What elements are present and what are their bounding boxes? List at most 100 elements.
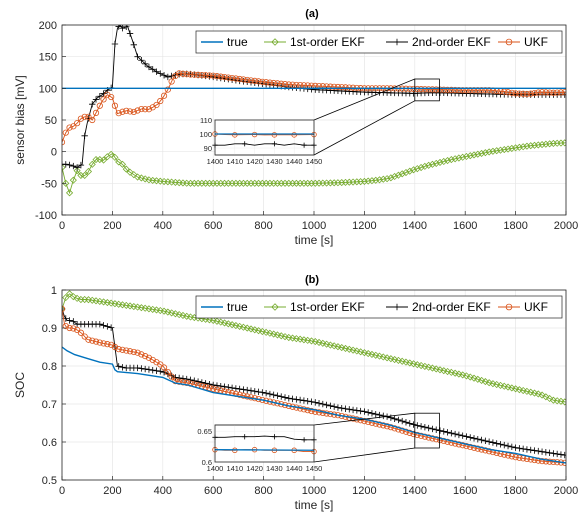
data-point [77, 329, 85, 336]
data-point [187, 71, 194, 78]
zoom-connector [313, 412, 415, 426]
data-point [236, 391, 243, 398]
data-point [372, 410, 379, 418]
data-point [372, 420, 379, 427]
data-point [285, 81, 292, 88]
data-point [448, 429, 455, 437]
x-tick-label: 400 [154, 485, 172, 497]
data-point [168, 72, 175, 80]
data-point [368, 177, 376, 185]
data-point [554, 89, 561, 96]
data-point [364, 177, 372, 185]
data-point [364, 349, 372, 358]
data-point [183, 375, 190, 383]
data-point [251, 77, 258, 84]
data-point [289, 395, 296, 403]
data-point [561, 89, 566, 96]
inset-point [271, 141, 277, 147]
data-point [443, 367, 452, 376]
data-point [516, 90, 523, 97]
data-point [273, 331, 282, 339]
series-true [62, 346, 566, 464]
data-point [263, 79, 270, 86]
data-point [436, 86, 444, 93]
data-point [323, 401, 330, 409]
data-point [251, 326, 259, 334]
data-point [447, 156, 455, 164]
data-point [561, 139, 566, 147]
data-point [550, 450, 557, 457]
data-point [179, 70, 187, 77]
data-point [501, 441, 508, 449]
data-point [546, 140, 554, 148]
data-point [254, 327, 263, 335]
legend-label: 2nd-order EKF [412, 300, 491, 314]
data-point [134, 364, 141, 372]
data-point [470, 87, 478, 94]
inset-x-tick-label: 1420 [246, 464, 263, 473]
legend-marker [393, 38, 401, 46]
data-point [304, 397, 311, 405]
data-point [474, 445, 481, 452]
data-point [172, 374, 179, 381]
data-point [451, 155, 459, 163]
inset-x-tick-label: 1420 [246, 157, 263, 166]
data-point [364, 409, 372, 416]
data-point [402, 428, 410, 435]
data-point [210, 72, 217, 79]
data-point [266, 329, 274, 337]
data-point [311, 338, 319, 346]
data-point [357, 348, 365, 356]
data-point [466, 152, 474, 160]
data-point [221, 73, 228, 81]
data-point [399, 427, 406, 434]
data-point [236, 385, 243, 393]
data-point [315, 409, 323, 416]
inset-frame [214, 119, 315, 156]
data-point [73, 164, 81, 171]
data-point [171, 310, 179, 318]
data-point [126, 168, 134, 176]
panel-title: (a) [305, 8, 319, 20]
data-point [138, 105, 145, 113]
data-point [538, 391, 546, 399]
y-tick-label: 50 [45, 115, 57, 127]
legend-entry: true [201, 35, 248, 49]
data-point [459, 153, 467, 161]
data-point [459, 371, 467, 379]
data-point [542, 393, 550, 401]
legend: true 1st-order EKF 2nd-order EKF UKF [195, 295, 563, 319]
data-point [447, 368, 455, 376]
data-point [440, 157, 448, 166]
data-point [70, 318, 77, 325]
data-point [383, 175, 391, 183]
data-point [119, 364, 126, 371]
data-point [77, 161, 85, 169]
data-point [66, 324, 73, 332]
data-point [440, 367, 448, 375]
data-point [372, 176, 380, 184]
data-point [383, 423, 391, 430]
data-point [542, 89, 549, 96]
data-point [191, 71, 198, 78]
data-point [489, 380, 497, 388]
inset-line [215, 143, 314, 146]
data-point [504, 145, 512, 153]
data-point [194, 378, 202, 385]
data-point [429, 425, 436, 433]
data-point [327, 402, 334, 410]
data-point [104, 323, 111, 330]
data-point [138, 57, 145, 64]
data-point [142, 106, 149, 113]
inset-point [271, 434, 277, 440]
data-point [126, 108, 134, 115]
data-point [467, 443, 474, 451]
data-point [281, 81, 289, 88]
data-point [164, 368, 171, 376]
data-point [145, 354, 153, 361]
x-tick-label: 600 [204, 485, 222, 497]
data-point [191, 377, 198, 384]
data-point [225, 74, 232, 81]
data-point [360, 349, 368, 357]
data-point [478, 87, 485, 94]
